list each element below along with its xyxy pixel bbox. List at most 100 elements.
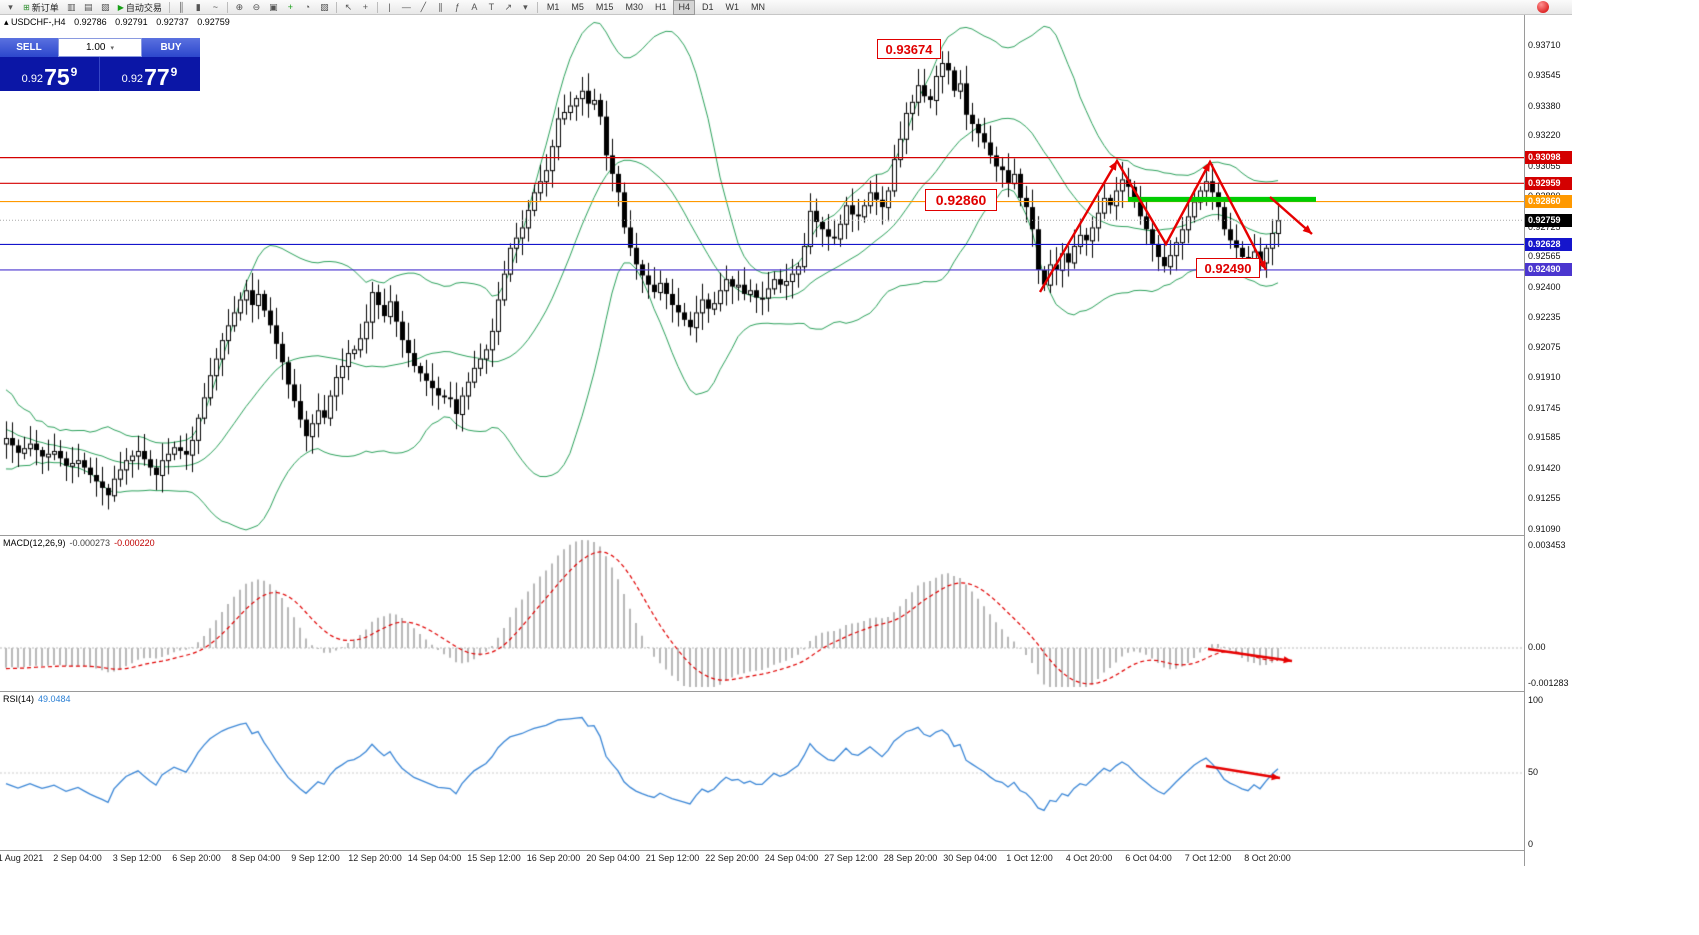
arrows-dropdown-icon[interactable]: ▾: [523, 1, 528, 12]
time-axis-label: 14 Sep 04:00: [407, 853, 462, 863]
indicator-scale-label: -0.001283: [1528, 678, 1569, 688]
indicator-scale-label: 0.003453: [1528, 540, 1566, 550]
price-scale-label: 0.91090: [1528, 523, 1561, 534]
panel-splitter: [0, 850, 1572, 851]
trendline-icon[interactable]: ╱: [420, 1, 427, 12]
time-axis-label: 7 Oct 12:00: [1184, 853, 1232, 863]
vertical-line-icon[interactable]: |: [388, 2, 391, 12]
periods-icon[interactable]: ◔: [304, 2, 311, 12]
horizontal-line-icon[interactable]: —: [401, 2, 411, 12]
sell-price[interactable]: 0.92 75 9: [21, 64, 78, 91]
macd-value-2: -0.000220: [114, 538, 155, 548]
data-window-icon[interactable]: ▤: [83, 1, 93, 12]
chart-shortcut-icon[interactable]: ▾: [8, 1, 13, 12]
new-order-button[interactable]: ⊞ 新订单: [23, 2, 59, 13]
text-label-icon[interactable]: T: [488, 2, 495, 12]
price-level-box: 0.92860: [1525, 195, 1572, 209]
timeframe-m30[interactable]: M30: [625, 2, 643, 12]
price-scale-label: 0.93545: [1528, 70, 1561, 81]
time-axis-label: 2 Sep 04:00: [53, 853, 102, 863]
toolbar-separator: [168, 1, 170, 13]
price-scale-label: 0.91255: [1528, 493, 1561, 504]
macd-panel-canvas[interactable]: [0, 536, 1524, 691]
macd-value-1: -0.000273: [69, 538, 111, 548]
indicator-scale-label: 0.00: [1528, 642, 1546, 652]
price-scale-label: 0.91585: [1528, 432, 1561, 443]
templates-icon[interactable]: ▨: [320, 1, 329, 12]
time-axis-label: 16 Sep 20:00: [526, 853, 581, 863]
time-axis-label: 3 Sep 12:00: [112, 853, 162, 863]
toolbar-separator: [226, 1, 228, 13]
indicator-scale-label: 0: [1528, 839, 1534, 849]
panel-splitter[interactable]: [0, 535, 1572, 536]
time-axis-label: 27 Sep 12:00: [824, 853, 878, 863]
one-click-trading-panel: SELL 1.00 ▾ BUY 0.92 75 9 0.92 77 9: [0, 38, 200, 91]
price-scale-label: 0.93220: [1528, 130, 1561, 141]
price-chart-canvas[interactable]: [0, 15, 1524, 535]
time-axis-label: 6 Sep 20:00: [172, 853, 221, 863]
bar-chart-icon[interactable]: ║: [178, 2, 185, 12]
time-axis-label: 28 Sep 20:00: [883, 853, 938, 863]
timeframe-m15[interactable]: M15: [595, 2, 614, 12]
volume-value: 1.00: [86, 42, 106, 53]
buy-button[interactable]: BUY: [142, 38, 200, 57]
price-level-box: 0.92490: [1525, 263, 1572, 277]
indicators-icon[interactable]: +: [287, 2, 294, 12]
price-callout-label[interactable]: 0.92490: [1196, 258, 1260, 278]
auto-trading-button[interactable]: ▶ 自动交易: [117, 2, 162, 13]
ohlc-high: 0.92791: [115, 17, 148, 27]
volume-dropdown-icon[interactable]: ▾: [110, 44, 114, 52]
text-icon[interactable]: A: [471, 2, 478, 12]
price-scale-label: 0.92400: [1528, 281, 1561, 292]
price-scale-label: 0.92565: [1528, 251, 1561, 262]
price-callout-label[interactable]: 0.92860: [925, 189, 997, 211]
symbol-icon: ▴: [4, 17, 9, 27]
candlestick-chart-icon[interactable]: ▮: [195, 1, 201, 12]
timeframe-mn[interactable]: MN: [751, 2, 765, 12]
rsi-panel-canvas[interactable]: [0, 692, 1524, 850]
timeframe-h4[interactable]: H4: [673, 0, 695, 15]
ohlc-open: 0.92786: [74, 17, 107, 27]
timeframe-h1[interactable]: H1: [654, 2, 667, 12]
zoom-out-icon[interactable]: ⊖: [252, 1, 261, 12]
timeframe-w1[interactable]: W1: [725, 2, 740, 12]
crosshair-icon[interactable]: +: [362, 2, 369, 12]
price-scale-label: 0.91745: [1528, 402, 1561, 413]
macd-label: MACD(12,26,9) -0.000273 -0.000220: [3, 538, 155, 548]
indicator-scale-label: 50: [1528, 767, 1539, 777]
price-callout-label[interactable]: 0.93674: [877, 39, 941, 59]
time-axis-label: 20 Sep 04:00: [586, 853, 640, 863]
panel-splitter[interactable]: [0, 691, 1572, 692]
time-axis-label: 1 Oct 12:00: [1006, 853, 1053, 863]
timeframe-d1[interactable]: D1: [701, 2, 714, 12]
fibonacci-icon[interactable]: ƒ: [454, 2, 460, 12]
price-scale-label: 0.92235: [1528, 312, 1561, 323]
line-chart-icon[interactable]: ~: [212, 2, 219, 12]
price-level-box: 0.93098: [1525, 151, 1572, 165]
time-axis-label: 4 Oct 20:00: [1065, 853, 1113, 863]
time-axis-label: 21 Sep 12:00: [645, 853, 700, 863]
tile-windows-icon[interactable]: ▣: [269, 1, 278, 12]
volume-input[interactable]: 1.00 ▾: [58, 38, 142, 57]
time-axis-label: 15 Sep 12:00: [467, 853, 521, 863]
arrows-icon[interactable]: ↗: [504, 1, 513, 12]
time-axis-label: 8 Sep 04:00: [231, 853, 281, 863]
timeframe-m5[interactable]: M5: [571, 2, 584, 12]
navigator-icon[interactable]: ▧: [100, 1, 110, 12]
toolbar-separator: [335, 1, 337, 13]
zoom-in-icon[interactable]: ⊕: [235, 1, 244, 12]
sell-button[interactable]: SELL: [0, 38, 58, 57]
cursor-icon[interactable]: ↖: [344, 1, 353, 12]
metatrader-terminal: ▾ ⊞ 新订单 ▥ ▤ ▧ ▶ 自动交易 ║ ▮ ~ ⊕ ⊖ ▣ + ◔ ▨ ↖ + | — ╱ ∥ ƒ A T ↗ ▾ M1 M5 M15…: [0, 0, 1572, 866]
time-axis-label: 30 Sep 04:00: [943, 853, 997, 863]
price-level-box: 0.92628: [1525, 237, 1572, 251]
buy-price[interactable]: 0.92 77 9: [99, 57, 199, 91]
toolbar: ▾ ⊞ 新订单 ▥ ▤ ▧ ▶ 自动交易 ║ ▮ ~ ⊕ ⊖ ▣ + ◔ ▨ ↖ + | — ╱ ∥ ƒ A T ↗ ▾ M1 M5 M15…: [0, 0, 1572, 15]
timeframe-m1[interactable]: M1: [546, 2, 560, 12]
time-axis-label: 6 Oct 04:00: [1125, 853, 1172, 863]
price-level-box: 0.92759: [1525, 213, 1572, 227]
channel-icon[interactable]: ∥: [438, 1, 443, 12]
toolbar-separator: [536, 1, 538, 13]
market-watch-icon[interactable]: ▥: [66, 1, 76, 12]
price-scale-label: 0.93380: [1528, 100, 1561, 111]
